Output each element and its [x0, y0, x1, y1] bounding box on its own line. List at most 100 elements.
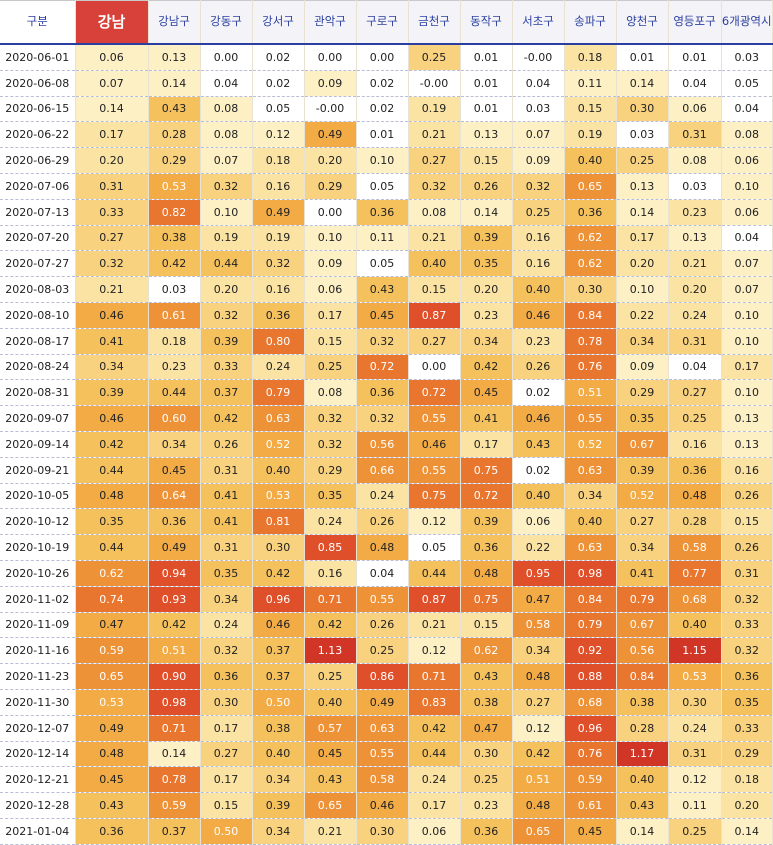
value-cell: 0.61: [148, 302, 201, 329]
table-row: 2020-10-05 0.48 0.64 0.41 0.53 0.35 0.24 0.75 0.…: [0, 483, 773, 510]
column-header-2: 강남구: [148, 0, 201, 45]
value-cell: 0.43: [148, 96, 201, 123]
value-cell: 0.55: [356, 741, 409, 768]
value-cell: 0.08: [200, 121, 253, 149]
value-cell: 0.12: [668, 766, 722, 794]
value-cell: 0.17: [721, 354, 773, 381]
value-cell: 0.33: [75, 199, 149, 226]
value-cell: 0.46: [75, 405, 149, 432]
value-cell: 0.68: [564, 689, 617, 716]
value-cell: 0.26: [460, 173, 513, 200]
value-cell: 0.39: [616, 457, 669, 484]
value-cell: 0.03: [148, 276, 201, 303]
value-cell: 0.72: [408, 379, 461, 407]
value-cell: 0.11: [356, 225, 409, 252]
value-cell: 0.55: [408, 405, 461, 432]
value-cell: 1.15: [668, 637, 722, 665]
value-cell: 0.23: [148, 354, 201, 381]
value-cell: 0.52: [564, 431, 617, 458]
value-cell: 0.21: [75, 276, 149, 303]
table-row: 2020-06-22 0.17 0.28 0.08 0.12 0.49 0.01 0.21 0.…: [0, 121, 773, 149]
value-cell: 0.05: [252, 96, 305, 123]
value-cell: 0.14: [460, 199, 513, 226]
table-row: 2020-06-08 0.07 0.14 0.04 0.02 0.09 0.02 -0.00 0…: [0, 70, 773, 97]
value-cell: 0.09: [304, 70, 357, 97]
value-cell: 0.39: [200, 328, 253, 355]
value-cell: 0.59: [148, 792, 201, 819]
value-cell: 0.07: [721, 276, 773, 303]
value-cell: 0.23: [460, 792, 513, 819]
value-cell: 0.02: [356, 96, 409, 123]
value-cell: 0.17: [75, 121, 149, 149]
value-cell: -0.00: [408, 70, 461, 97]
date-cell: 2020-08-31: [0, 379, 76, 407]
value-cell: 0.33: [721, 612, 773, 639]
value-cell: 0.44: [148, 379, 201, 407]
value-cell: 0.36: [252, 302, 305, 329]
value-cell: 0.19: [564, 121, 617, 149]
value-cell: 0.05: [356, 173, 409, 200]
value-cell: 0.02: [252, 70, 305, 97]
value-cell: 0.10: [721, 302, 773, 329]
table-row: 2020-11-30 0.53 0.98 0.30 0.50 0.40 0.49 0.83 0.…: [0, 689, 773, 716]
value-cell: 0.45: [564, 818, 617, 845]
value-cell: 0.75: [408, 483, 461, 510]
table-row: 2020-09-07 0.46 0.60 0.42 0.63 0.32 0.32 0.55 0.…: [0, 405, 773, 432]
value-cell: 0.78: [148, 766, 201, 794]
date-cell: 2020-12-21: [0, 766, 76, 794]
value-cell: 0.49: [356, 689, 409, 716]
value-cell: 0.08: [721, 121, 773, 149]
date-cell: 2020-10-05: [0, 483, 76, 510]
value-cell: 0.16: [252, 276, 305, 303]
value-cell: 0.21: [408, 121, 461, 149]
value-cell: 0.62: [460, 637, 513, 665]
value-cell: 0.16: [304, 560, 357, 587]
date-cell: 2020-09-07: [0, 405, 76, 432]
value-cell: 0.44: [200, 250, 253, 278]
value-cell: 0.18: [148, 328, 201, 355]
date-cell: 2020-07-20: [0, 225, 76, 252]
value-cell: 0.71: [304, 586, 357, 613]
value-cell: -0.00: [304, 96, 357, 123]
value-cell: 0.30: [252, 534, 305, 561]
table-row: 2020-11-02 0.74 0.93 0.34 0.96 0.71 0.55 0.87 0.…: [0, 586, 773, 613]
table-body: 2020-06-01 0.06 0.13 0.00 0.02 0.00 0.00 0.25 0.…: [0, 44, 773, 845]
value-cell: 0.28: [668, 508, 722, 536]
value-cell: 0.02: [512, 379, 565, 407]
value-cell: 0.25: [304, 354, 357, 381]
value-cell: 0.20: [75, 147, 149, 174]
value-cell: 0.14: [721, 818, 773, 845]
value-cell: 0.21: [668, 250, 722, 278]
value-cell: 0.86: [356, 663, 409, 690]
column-header-5: 관악구: [304, 0, 357, 45]
value-cell: 0.37: [200, 379, 253, 407]
table-row: 2020-08-31 0.39 0.44 0.37 0.79 0.08 0.36 0.72 0.…: [0, 379, 773, 407]
column-header-3: 강동구: [200, 0, 253, 45]
value-cell: 0.42: [148, 612, 201, 639]
value-cell: 0.19: [200, 225, 253, 252]
value-cell: 0.98: [148, 689, 201, 716]
value-cell: 0.24: [304, 508, 357, 536]
value-cell: 0.55: [564, 405, 617, 432]
value-cell: 0.18: [564, 44, 617, 71]
value-cell: 0.47: [512, 586, 565, 613]
value-cell: 0.17: [200, 715, 253, 742]
value-cell: 0.15: [200, 792, 253, 819]
date-cell: 2020-11-23: [0, 663, 76, 690]
value-cell: 0.85: [304, 534, 357, 561]
value-cell: 0.33: [200, 354, 253, 381]
value-cell: 0.38: [616, 689, 669, 716]
value-cell: 0.25: [668, 405, 722, 432]
value-cell: 0.34: [252, 766, 305, 794]
value-cell: 0.17: [304, 302, 357, 329]
value-cell: 0.96: [564, 715, 617, 742]
value-cell: 0.37: [252, 637, 305, 665]
value-cell: 0.38: [460, 689, 513, 716]
table-row: 2020-07-06 0.31 0.53 0.32 0.16 0.29 0.05 0.32 0.…: [0, 173, 773, 200]
value-cell: 0.06: [721, 199, 773, 226]
value-cell: 0.38: [252, 715, 305, 742]
value-cell: 0.17: [616, 225, 669, 252]
value-cell: 0.06: [721, 147, 773, 174]
value-cell: 0.48: [512, 663, 565, 690]
value-cell: 0.21: [408, 225, 461, 252]
